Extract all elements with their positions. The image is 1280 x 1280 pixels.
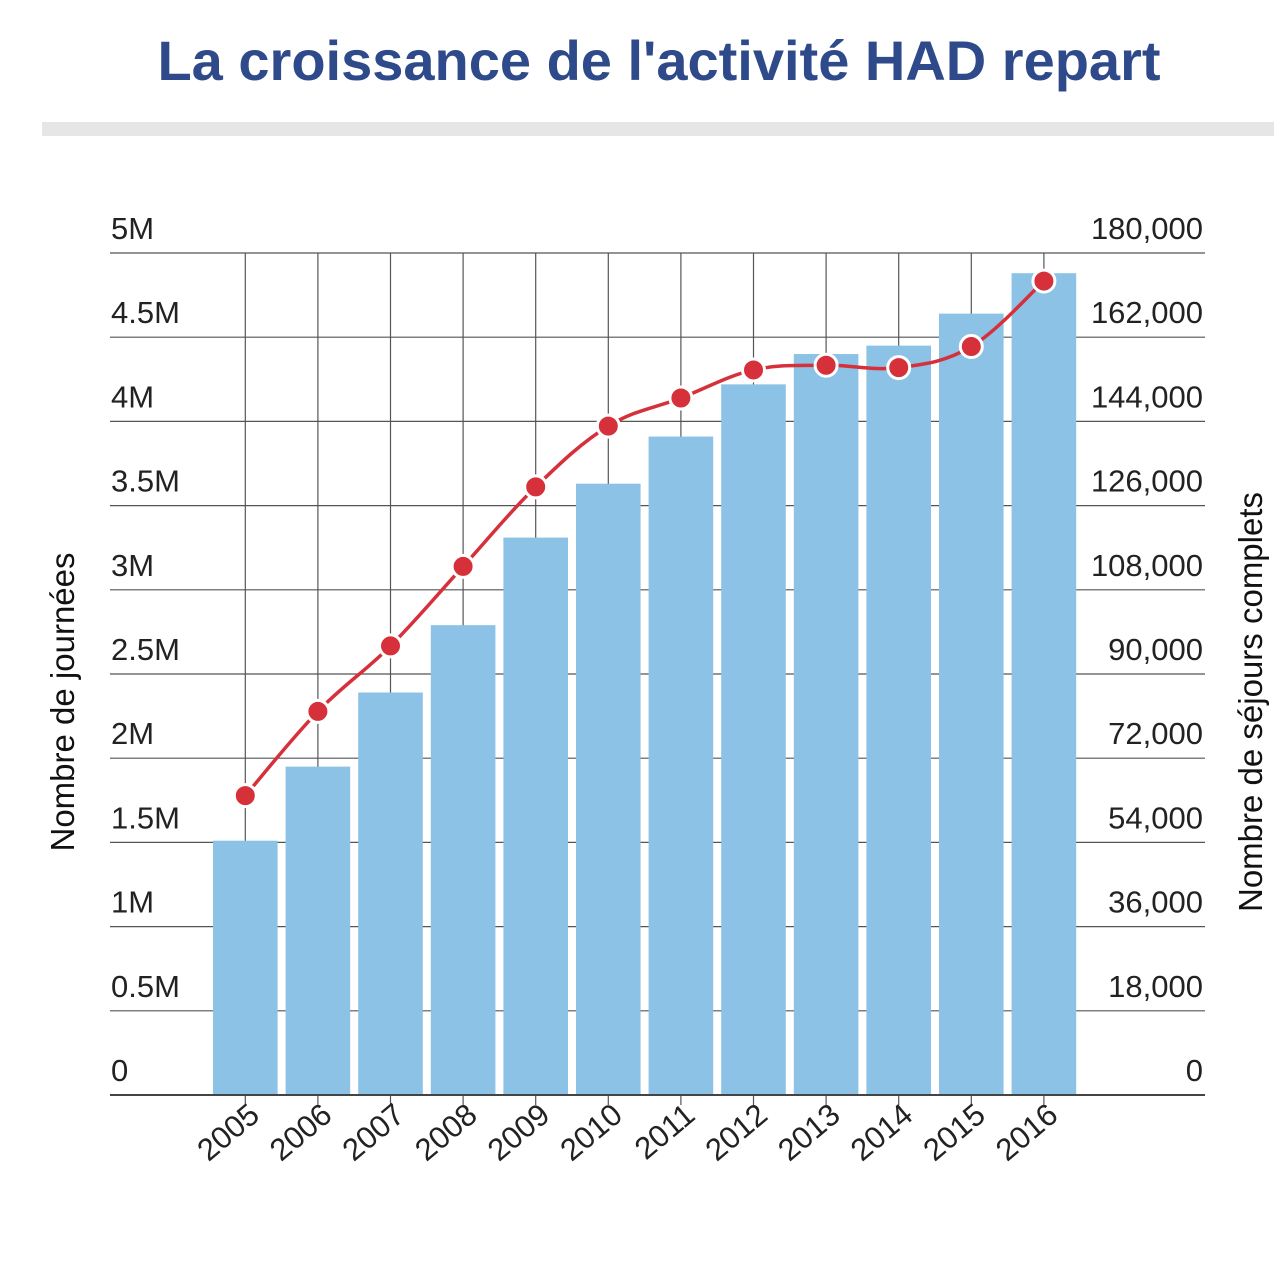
line-point-2014: [886, 355, 912, 381]
y-right-tick-label: 0: [1186, 1053, 1203, 1088]
y-left-tick-label: 2M: [111, 716, 154, 751]
bar-2008: [430, 625, 496, 1095]
y-right-tick-label: 36,000: [1108, 885, 1203, 920]
x-tick-label: 2012: [699, 1097, 774, 1168]
x-tick-label: 2014: [844, 1097, 919, 1168]
y-left-tick-label: 1M: [111, 885, 154, 920]
y-left-tick-label: 0: [111, 1053, 128, 1088]
y-left-tick-label: 0.5M: [111, 969, 180, 1004]
bar-2010: [576, 483, 641, 1095]
line-point-2010: [595, 413, 621, 439]
y-left-tick-label: 3.5M: [111, 464, 180, 499]
bar-2016: [1011, 273, 1077, 1095]
y-right-tick-label: 54,000: [1108, 800, 1203, 835]
x-tick-label: 2006: [263, 1097, 338, 1168]
x-tick-label: 2009: [481, 1097, 556, 1168]
bar-2015: [939, 313, 1004, 1095]
bar-series: [213, 273, 1077, 1095]
line-point-2008: [450, 553, 476, 579]
y-left-tick-label: 2.5M: [111, 632, 180, 667]
bar-2013: [793, 354, 859, 1095]
line-point-2009: [523, 474, 549, 500]
y-right-tick-label: 126,000: [1091, 464, 1203, 499]
x-tick-label: 2016: [989, 1097, 1064, 1168]
x-tick-label: 2013: [771, 1097, 846, 1168]
y-axis-right-title: Nombre de séjours complets: [1232, 492, 1269, 912]
line-point-2011: [668, 385, 694, 411]
y-right-tick-label: 144,000: [1091, 379, 1203, 414]
y-right-tick-label: 72,000: [1108, 716, 1203, 751]
x-tick-label: 2015: [916, 1097, 991, 1168]
line-point-2016: [1031, 268, 1057, 294]
line-point-2006: [305, 698, 331, 724]
x-tick-label: 2010: [553, 1097, 628, 1168]
line-point-2013: [813, 352, 839, 378]
bar-2014: [866, 345, 931, 1095]
y-left-tick-label: 4M: [111, 379, 154, 414]
x-tick-label: 2011: [628, 1097, 702, 1167]
bar-2006: [285, 766, 351, 1095]
y-right-tick-label: 90,000: [1108, 632, 1203, 667]
x-tick-label: 2005: [190, 1097, 265, 1168]
bar-2005: [213, 840, 278, 1095]
line-point-2007: [378, 633, 403, 659]
bar-2012: [721, 384, 786, 1095]
y-right-tick-label: 180,000: [1091, 211, 1203, 246]
y-left-tick-label: 5M: [111, 211, 154, 246]
line-point-2012: [741, 357, 766, 383]
y-left-tick-label: 1.5M: [111, 800, 180, 835]
bar-2009: [503, 537, 568, 1095]
y-axis-left-title: Nombre de journées: [44, 553, 81, 852]
y-left-tick-label: 3M: [111, 548, 154, 583]
chart-title: La croissance de l'activité HAD repart: [157, 29, 1161, 92]
x-tick-label: 2008: [408, 1097, 483, 1168]
line-point-2005: [232, 783, 258, 809]
bar-2011: [648, 436, 714, 1095]
y-right-tick-label: 162,000: [1091, 295, 1203, 330]
y-right-tick-label: 108,000: [1091, 548, 1203, 583]
x-tick-label: 2007: [336, 1097, 411, 1168]
title-divider: [42, 122, 1274, 136]
y-left-tick-label: 4.5M: [111, 295, 180, 330]
y-right-tick-label: 18,000: [1108, 969, 1203, 1004]
line-series: [232, 268, 1057, 809]
line-point-2015: [958, 334, 984, 360]
bar-2007: [358, 692, 423, 1095]
